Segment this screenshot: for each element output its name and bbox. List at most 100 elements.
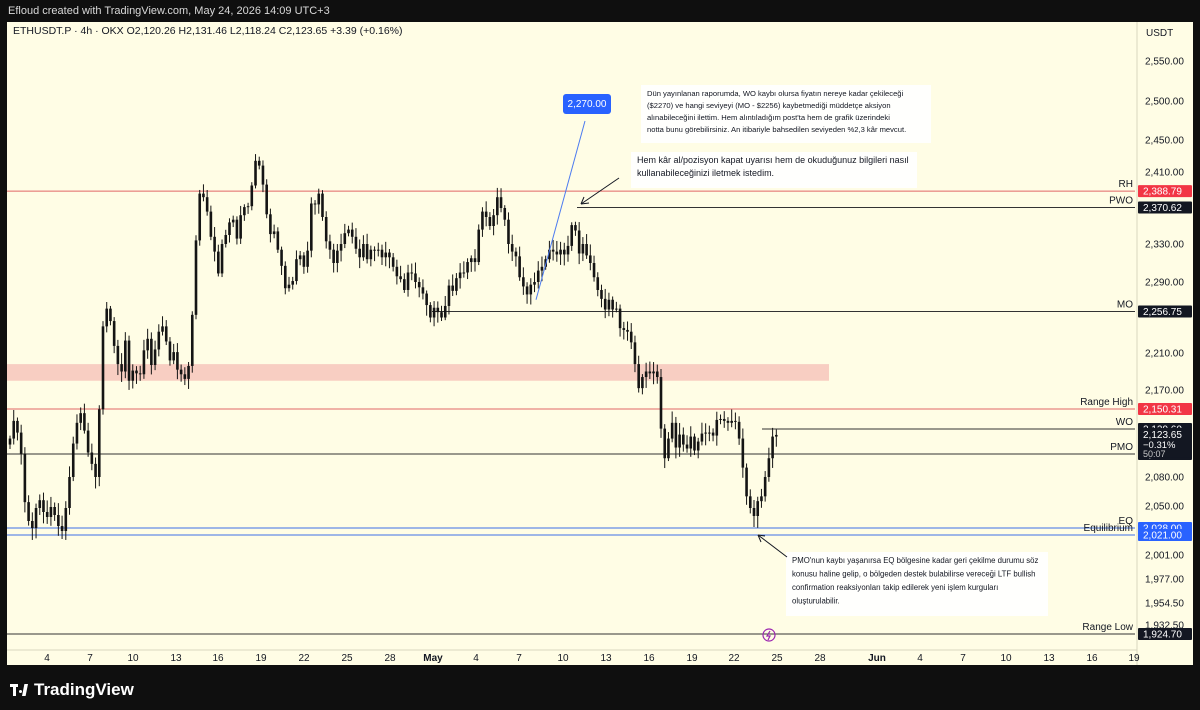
candle (31, 512, 34, 540)
candle-body (280, 249, 283, 266)
candle (570, 222, 574, 251)
candle (745, 463, 748, 505)
chart-plot-area[interactable]: RH PWO MO Range High WO PMO EQ Equilibrium Range… (7, 22, 1193, 665)
candle (410, 263, 414, 281)
candle (321, 190, 324, 221)
candle (659, 369, 663, 438)
candle (429, 302, 432, 323)
candle (365, 233, 369, 264)
candle (380, 244, 384, 266)
candle-body (451, 285, 454, 291)
candle (373, 246, 376, 262)
candle (775, 429, 778, 447)
candle (536, 261, 540, 289)
candle-body (332, 249, 335, 263)
candle (525, 282, 529, 304)
y-tick-label: 1,954.50 (1145, 599, 1184, 610)
candle-body (283, 265, 287, 289)
candle (406, 264, 410, 297)
candle (101, 321, 105, 415)
candle (473, 249, 477, 272)
candle (75, 414, 79, 450)
candle-body (674, 422, 678, 448)
candle (291, 276, 295, 290)
candle-body (295, 259, 298, 282)
x-tick-label: 16 (643, 653, 655, 664)
tradingview-logo[interactable]: TradingView (10, 680, 134, 700)
level-name-pwo: PWO (1109, 195, 1133, 206)
candle (83, 403, 86, 434)
candle-body (220, 244, 224, 274)
candle-body (447, 285, 451, 306)
candle-body (756, 501, 760, 516)
candle (726, 417, 730, 431)
candle-body (246, 206, 250, 208)
candle-body (202, 193, 205, 198)
candle-body (406, 272, 410, 290)
candle-body (228, 222, 231, 235)
candle-body (49, 507, 53, 517)
candle-body (369, 249, 373, 260)
candle (220, 239, 224, 278)
candle (38, 494, 42, 515)
candle (224, 229, 228, 248)
candle-body (503, 208, 507, 220)
candle (581, 237, 585, 262)
candle (711, 428, 715, 442)
price-axis-layer: USDT 2,550.00 2,500.00 2,450.00 2,410.00 2,33… (1136, 22, 1193, 665)
candle-body (153, 349, 157, 366)
candle (142, 339, 146, 379)
candle-body (704, 432, 707, 434)
supply-zone-layer (7, 364, 829, 381)
event-lightning-icon (762, 628, 776, 642)
candle-body (172, 352, 175, 361)
candle (696, 437, 700, 459)
candle (295, 250, 298, 285)
price-label: 2,150.31 (1143, 405, 1182, 416)
note-bottom-line: confirmation reaksiyonları takip edilere… (792, 583, 998, 592)
candle (633, 335, 637, 373)
candle (730, 409, 733, 428)
candle-body (287, 284, 291, 289)
candle (559, 241, 562, 265)
candle (458, 263, 462, 289)
candle (722, 411, 726, 428)
current-price: 2,123.65 (1143, 430, 1182, 441)
candle-body (715, 419, 719, 436)
event-lightning-bolt (765, 630, 771, 641)
candle (652, 362, 655, 385)
candle-body (689, 436, 693, 449)
price-tag-line (535, 120, 586, 300)
candle (655, 364, 659, 384)
candle (164, 320, 168, 346)
candle-body (496, 197, 499, 216)
level-name-rh: RH (1119, 179, 1133, 190)
candle-body (548, 249, 551, 260)
candle-body (522, 277, 525, 287)
candle-body (432, 307, 436, 318)
candle-body (161, 326, 164, 332)
price-tag-box (563, 94, 611, 114)
x-tick-label: 25 (341, 653, 353, 664)
candle (257, 156, 261, 170)
candle (496, 187, 499, 225)
candle (179, 364, 183, 382)
annotations-layer: Dün yayınlanan raporumda, WO kaybı olurs… (535, 85, 1048, 642)
candle (522, 267, 525, 295)
current-countdown: 50:07 (1143, 449, 1166, 459)
x-tick-label: 19 (255, 653, 267, 664)
candle (57, 503, 60, 536)
candle-body (198, 193, 202, 241)
candle-body (138, 373, 142, 375)
candle-body (362, 244, 365, 258)
candle (228, 218, 231, 243)
candle-body (667, 438, 670, 459)
current-price-box (1138, 427, 1192, 458)
candle (168, 337, 172, 366)
candle-body (60, 526, 64, 531)
candle-body (469, 258, 473, 263)
y-tick-label: 2,001.00 (1145, 551, 1184, 562)
candle-body (585, 244, 588, 256)
candle-body (737, 421, 741, 439)
